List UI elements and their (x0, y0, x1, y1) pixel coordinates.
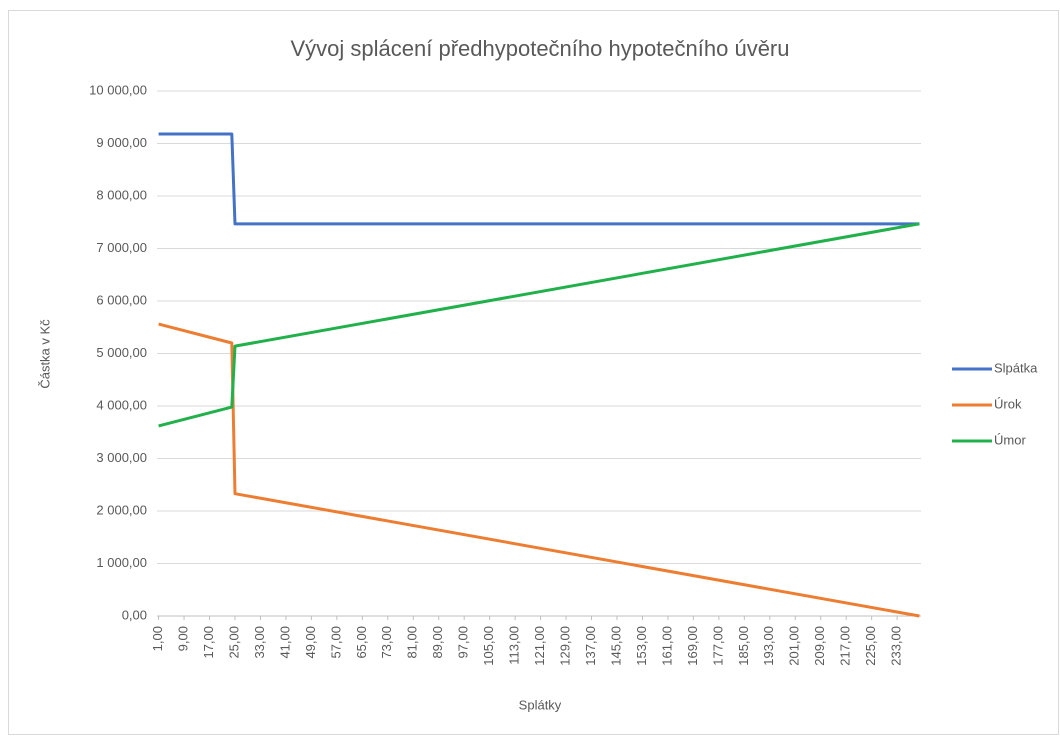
x-tick-label: 81,00 (405, 626, 420, 659)
x-tick-label: 209,00 (812, 626, 827, 666)
x-tick-label: 137,00 (583, 626, 598, 666)
y-tick-label: 8 000,00 (96, 187, 147, 202)
x-tick-label: 89,00 (430, 626, 445, 659)
y-tick-label: 3 000,00 (96, 450, 147, 465)
x-tick-label: 1,00 (150, 626, 165, 651)
x-tick-label: 225,00 (863, 626, 878, 666)
x-tick-label: 193,00 (761, 626, 776, 666)
x-tick-label: 49,00 (303, 626, 318, 659)
y-tick-label: 5 000,00 (96, 345, 147, 360)
chart-title: Vývoj splácení předhypotečního hypoteční… (291, 36, 790, 61)
y-tick-label: 0,00 (122, 607, 147, 622)
line-series (158, 222, 920, 428)
x-tick-label: 217,00 (838, 626, 853, 666)
y-tick-label: 6 000,00 (96, 292, 147, 307)
x-tick-label: 201,00 (787, 626, 802, 666)
line-series (158, 132, 920, 226)
x-tick-label: 177,00 (710, 626, 725, 666)
y-tick-label: 1 000,00 (96, 555, 147, 570)
x-tick-label: 25,00 (226, 626, 241, 659)
x-tick-label: 161,00 (659, 626, 674, 666)
x-tick-label: 73,00 (379, 626, 394, 659)
x-tick-label: 129,00 (557, 626, 572, 666)
y-tick-label: 7 000,00 (96, 240, 147, 255)
x-tick-label: 121,00 (532, 626, 547, 666)
x-tick-label: 153,00 (634, 626, 649, 666)
x-tick-label: 65,00 (354, 626, 369, 659)
y-tick-label: 2 000,00 (96, 502, 147, 517)
x-tick-label: 57,00 (328, 626, 343, 659)
x-tick-label: 145,00 (608, 626, 623, 666)
x-tick-label: 97,00 (456, 626, 471, 659)
x-tick-label: 9,00 (175, 626, 190, 651)
x-tick-label: 17,00 (201, 626, 216, 659)
x-tick-label: 41,00 (277, 626, 292, 659)
x-tick-label: 33,00 (252, 626, 267, 659)
x-axis-label: Splátky (519, 697, 562, 712)
x-tick-label: 105,00 (481, 626, 496, 666)
y-axis-label: Částka v Kč (37, 319, 52, 389)
x-tick-label: 233,00 (889, 626, 904, 666)
legend-label: Slpátka (994, 360, 1038, 375)
line-series (158, 322, 920, 618)
y-tick-label: 9 000,00 (96, 135, 147, 150)
y-tick-label: 4 000,00 (96, 397, 147, 412)
x-tick-label: 169,00 (685, 626, 700, 666)
legend-label: Úmor (994, 432, 1026, 447)
chart-frame (8, 10, 1059, 735)
x-tick-label: 185,00 (736, 626, 751, 666)
y-tick-label: 10 000,00 (89, 82, 147, 97)
x-tick-label: 113,00 (507, 626, 522, 665)
legend-label: Úrok (994, 396, 1022, 411)
